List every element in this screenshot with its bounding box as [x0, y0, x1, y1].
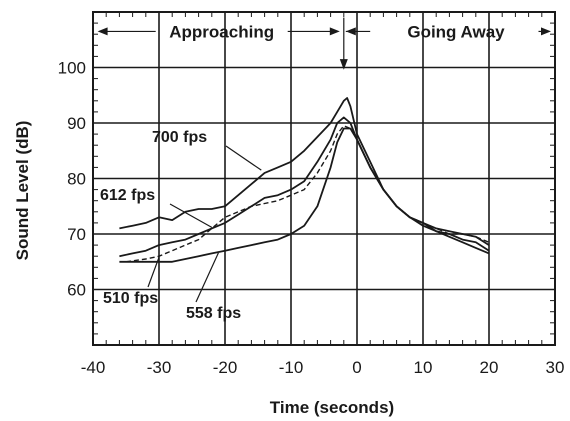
going-away-label: Going Away — [407, 22, 505, 41]
x-tick-label: -40 — [81, 358, 106, 377]
arrowhead-left-icon — [345, 27, 356, 36]
series-curves — [119, 97, 490, 263]
series-line-510-fps — [125, 125, 490, 263]
arrowhead-left-icon — [97, 27, 108, 36]
approaching-label: Approaching — [169, 22, 274, 41]
y-tick-label: 80 — [67, 170, 86, 189]
arrowhead-right-icon — [329, 27, 340, 36]
series-line-558-fps — [119, 127, 490, 263]
y-tick-label: 100 — [58, 59, 86, 78]
y-axis-title: Sound Level (dB) — [13, 121, 32, 261]
x-tick-label: 30 — [546, 358, 565, 377]
arrowhead-down-icon — [339, 59, 348, 70]
leader-612 — [169, 203, 213, 228]
series-label-612: 612 fps — [100, 187, 155, 204]
plot-frame — [92, 11, 556, 346]
grid — [93, 12, 555, 345]
arrowhead-right-icon — [541, 27, 551, 36]
y-tick-label: 70 — [67, 225, 86, 244]
tick-labels: -40 -30 -20 -10 0 10 20 30 60 70 80 90 100 — [58, 59, 565, 378]
series-line-700-fps — [119, 97, 490, 246]
x-tick-label: -10 — [279, 358, 304, 377]
x-tick-label: 0 — [352, 358, 361, 377]
series-label-700: 700 fps — [152, 129, 207, 146]
x-tick-label: 20 — [480, 358, 499, 377]
leader-700 — [225, 145, 262, 171]
series-label-558: 558 fps — [186, 305, 241, 322]
x-tick-label: -20 — [213, 358, 238, 377]
annotations: Approaching Going Away — [97, 17, 551, 70]
series-labels: 700 fps 612 fps 510 fps 558 fps — [100, 129, 262, 322]
leader-558 — [195, 252, 219, 303]
y-tick-label: 60 — [67, 281, 86, 300]
x-axis-title: Time (seconds) — [270, 398, 394, 417]
series-label-510: 510 fps — [103, 290, 158, 307]
x-tick-label: -30 — [147, 358, 172, 377]
y-tick-label: 90 — [67, 114, 86, 133]
leader-510 — [147, 257, 160, 288]
x-tick-label: 10 — [414, 358, 433, 377]
